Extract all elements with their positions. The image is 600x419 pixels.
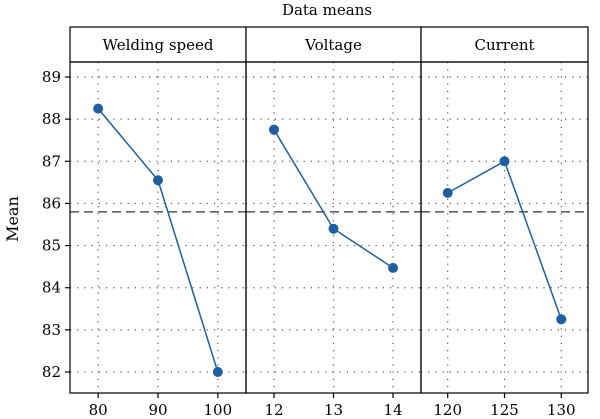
data-point xyxy=(93,103,104,114)
data-point xyxy=(212,367,223,377)
data-point xyxy=(153,175,163,186)
data-point xyxy=(388,262,398,273)
y-tick-label: 85 xyxy=(42,237,61,255)
y-tick-label: 88 xyxy=(42,110,61,128)
panel-header xyxy=(69,26,247,63)
data-point xyxy=(556,314,567,325)
x-tick-label: 80 xyxy=(89,401,108,419)
x-tick-label: 130 xyxy=(547,401,576,419)
data-point xyxy=(328,223,339,234)
y-tick-label: 84 xyxy=(42,279,61,297)
panel-title: Current xyxy=(474,36,534,54)
panel-welding-speed: Welding speed 80 90 100 xyxy=(69,26,247,419)
series-line xyxy=(273,129,394,269)
x-tick-label: 125 xyxy=(490,401,519,419)
y-tick-label: 87 xyxy=(42,152,61,170)
panel-header xyxy=(420,26,589,63)
panel-title: Voltage xyxy=(304,36,362,54)
x-tick-label: 14 xyxy=(383,401,402,419)
x-tick-label: 120 xyxy=(433,401,462,419)
x-tick-label: 100 xyxy=(204,401,233,419)
x-tick-label: 12 xyxy=(264,401,283,419)
panel-title: Welding speed xyxy=(103,36,214,54)
y-axis-label: Mean xyxy=(3,196,22,242)
x-tick-label: 90 xyxy=(148,401,167,419)
chart-title: Data means xyxy=(282,1,372,19)
y-tick-label: 82 xyxy=(42,363,61,381)
data-point xyxy=(269,124,279,135)
plot-area: Welding speed 80 90 100 Voltage 12 13 14 Current… xyxy=(42,26,589,419)
y-tick-label: 89 xyxy=(42,68,61,86)
data-point xyxy=(499,156,510,167)
series-line xyxy=(97,108,219,373)
y-tick-label: 83 xyxy=(42,321,61,339)
data-point xyxy=(442,187,453,198)
panel-voltage: Voltage 12 13 14 xyxy=(245,26,422,419)
y-tick-label: 86 xyxy=(42,194,61,212)
panel-current: Current 120 125 130 xyxy=(420,26,589,419)
x-tick-label: 13 xyxy=(324,401,343,419)
